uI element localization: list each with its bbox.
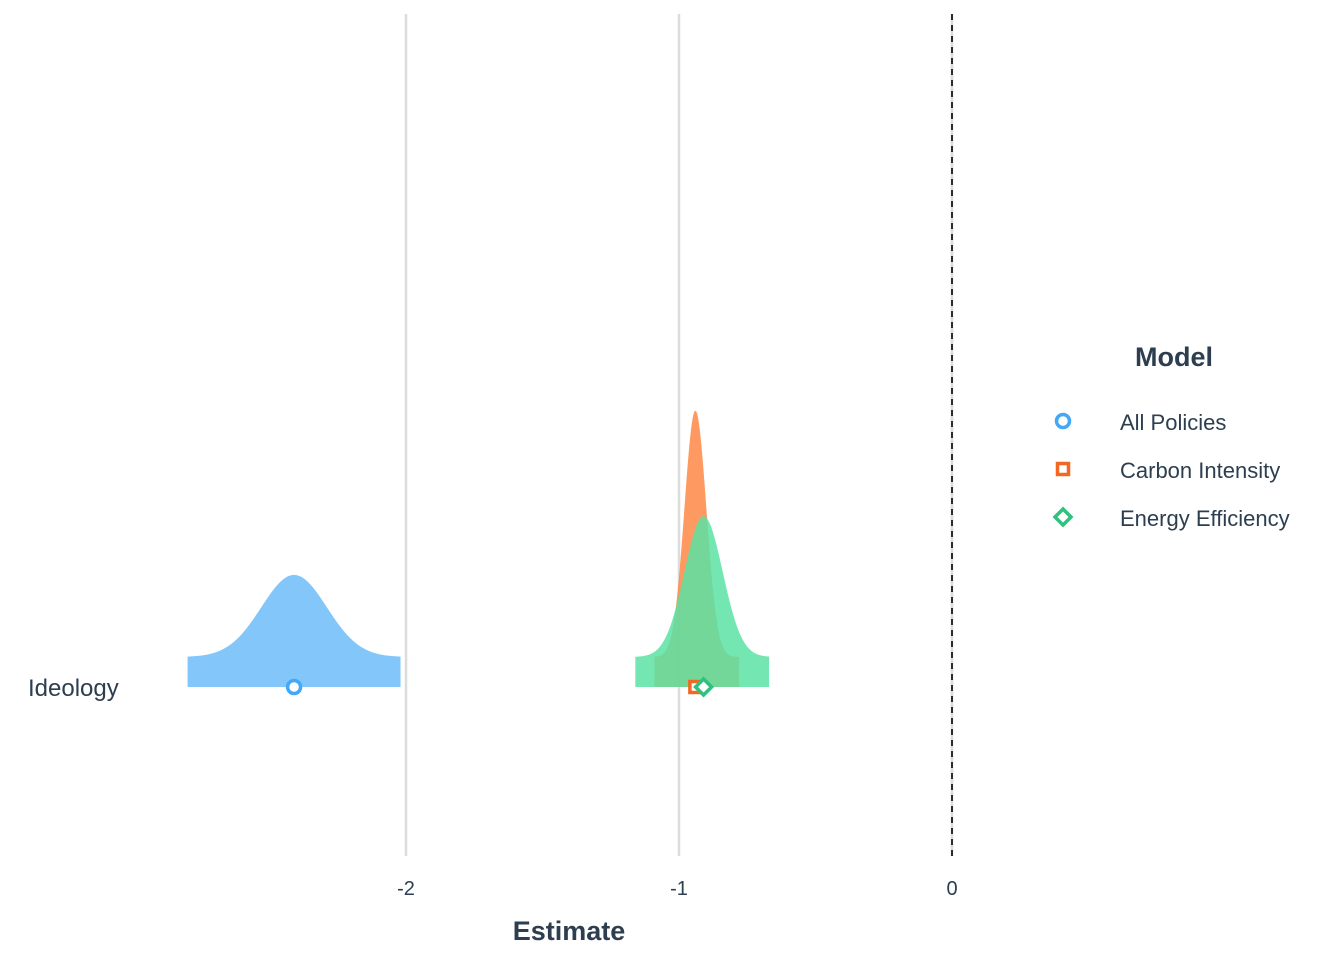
legend-label-carbon-intensity: Carbon Intensity xyxy=(1120,458,1280,483)
x-tick-label: -1 xyxy=(670,878,688,900)
legend-title: Model xyxy=(1135,342,1213,372)
legend-label-energy-efficiency: Energy Efficiency xyxy=(1120,506,1290,531)
legend-key-all-policies xyxy=(1054,412,1072,430)
point-all-policies xyxy=(285,678,303,696)
x-tick-label: 0 xyxy=(946,878,957,900)
density-areas xyxy=(187,410,770,687)
legend-keys xyxy=(1052,412,1074,528)
legend-key-carbon-intensity xyxy=(1055,461,1071,477)
grid-lines xyxy=(404,14,681,856)
point-energy-efficiency xyxy=(693,676,715,698)
x-axis-title: Estimate xyxy=(513,916,626,946)
estimate-points xyxy=(285,676,715,698)
legend: Model All Policies Carbon Intensity Ener… xyxy=(1052,342,1290,531)
x-tick-label: -2 xyxy=(397,878,415,900)
legend-label-all-policies: All Policies xyxy=(1120,410,1226,435)
density-energy-efficiency xyxy=(635,516,770,687)
x-axis-ticks: -2 -1 0 xyxy=(397,878,957,900)
legend-key-energy-efficiency xyxy=(1052,506,1074,528)
term-label-ideology: Ideology xyxy=(28,675,119,702)
density-all-policies xyxy=(187,574,401,687)
